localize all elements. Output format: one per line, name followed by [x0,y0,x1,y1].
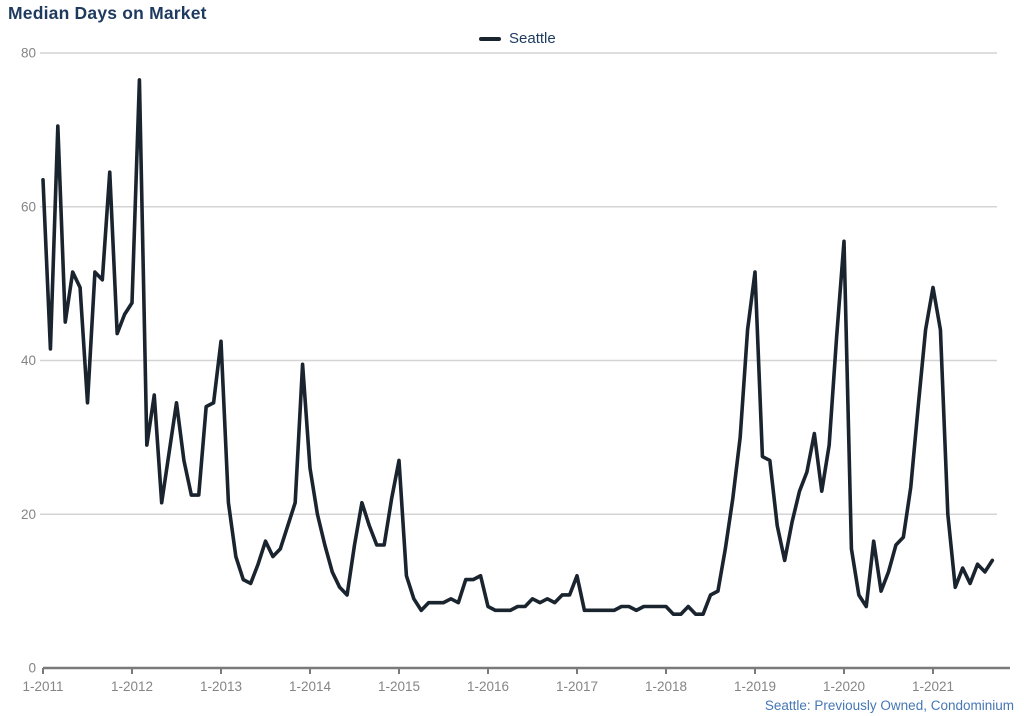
x-axis-tick-label: 1-2011 [22,679,63,694]
x-axis-tick-label: 1-2021 [912,679,954,694]
x-axis-tick-label: 1-2017 [556,679,598,694]
x-axis-tick-label: 1-2013 [200,679,242,694]
chart-title: Median Days on Market [8,3,207,23]
x-axis-tick-label: 1-2015 [378,679,420,694]
y-axis-tick-label: 0 [28,661,36,676]
y-axis-tick-label: 20 [21,507,36,522]
x-axis-tick-label: 1-2016 [467,679,509,694]
y-axis-tick-label: 40 [21,353,36,368]
footer-caption: Seattle: Previously Owned, Condominium [764,698,1014,713]
x-axis-tick-label: 1-2019 [734,679,776,694]
seattle-series-line [41,78,995,616]
x-axis-tick-label: 1-2014 [289,679,332,694]
legend-series-label: Seattle [509,30,556,47]
legend-line-swatch [479,36,501,41]
x-axis-tick-label: 1-2012 [111,679,153,694]
x-axis-tick-label: 1-2020 [823,679,865,694]
x-axis-tick-label: 1-2018 [645,679,687,694]
legend: Seattle [479,30,556,47]
y-axis-tick-label: 60 [21,199,36,214]
y-axis-tick-label: 80 [21,46,36,61]
